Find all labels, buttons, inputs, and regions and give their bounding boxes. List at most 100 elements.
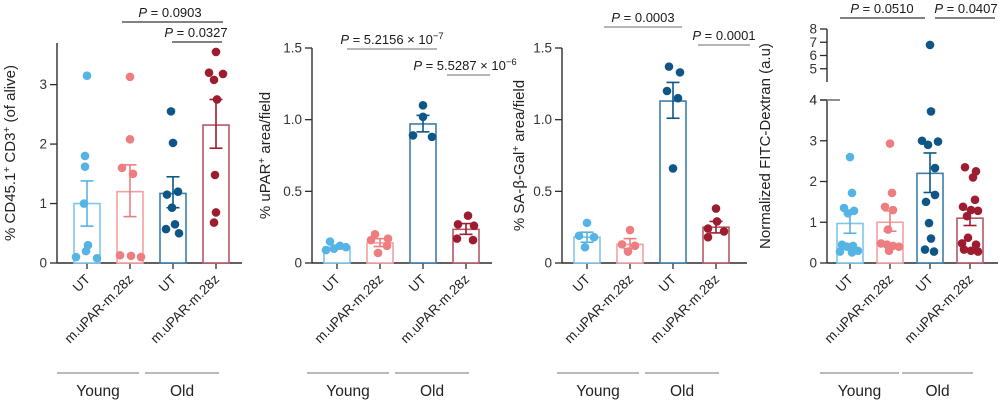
data-point [929,247,939,256]
y-tick-label: 4 [809,93,817,108]
y-tick-label: 1.5 [533,41,552,56]
data-point [126,251,136,261]
data-point [582,218,592,228]
y-axis-title: % uPAR+ area/field [257,92,274,219]
data-point [128,169,138,179]
data-point [212,95,222,104]
p-value-label: P = 0.0407 [934,1,997,16]
cohort-label: Old [925,383,949,400]
data-point [971,240,981,249]
data-point [958,202,968,212]
data-point [341,242,351,252]
data-point [468,235,478,245]
data-point [930,190,940,200]
data-point [325,237,335,246]
data-point [463,211,473,220]
data-point [79,199,89,208]
data-point [959,245,969,254]
data-point [885,139,895,148]
data-point [930,163,940,173]
data-point [668,164,678,173]
data-point [418,101,428,110]
y-tick-label: 0.5 [283,184,302,199]
data-point [933,137,943,146]
data-point [917,136,927,146]
y-tick-label: 7 [809,35,817,50]
p-value-label: P = 5.2156 × 10−7 [340,31,443,47]
y-tick-label: 1.0 [283,112,302,127]
panel-2: % uPAR+ area/field 0 0.5 1.0 1.5 P = 5.2156 ×… [257,31,517,400]
y-tick-label: 1 [39,196,47,211]
data-point [125,135,135,144]
data-point [453,220,463,229]
data-point [921,197,931,207]
p-value-label: P = 0.0510 [850,1,913,16]
data-point [966,205,976,215]
data-point [204,68,214,78]
data-point [80,162,90,171]
x-tick-label: UT [913,272,936,295]
y-tick-label: 0 [294,256,302,271]
data-point [617,240,627,249]
data-point [170,220,180,229]
x-tick-label: UT [570,272,593,295]
data-point [209,218,219,227]
data-point [383,234,393,243]
data-point [366,235,376,245]
data-point [469,221,479,231]
x-tick-label: m.uPAR-m.28z [901,271,976,346]
data-point [960,162,970,172]
panel-4: Normalized FITC-Dextran (a.u)0123445678P… [757,1,998,400]
data-point [845,152,855,162]
data-point [580,242,590,252]
y-tick-label: 1.5 [283,41,302,56]
data-point [173,187,183,196]
data-point [117,163,127,173]
data-point [167,203,177,213]
data-point [168,138,178,148]
y-tick-label: 3 [39,77,47,92]
data-point [115,250,125,260]
x-tick-label: UT [833,272,856,295]
data-point [589,232,599,242]
p-value-label: P = 0.0327 [164,25,227,40]
data-point [81,246,91,256]
data-point [162,190,172,199]
y-tick-label: 8 [809,22,817,37]
data-point [136,252,146,262]
data-point [662,86,672,96]
data-point [711,204,721,213]
y-tick-label: 1 [809,215,817,230]
y-tick-label: 0 [39,256,47,271]
data-point [894,242,904,251]
data-point [673,93,683,103]
data-point [880,202,890,212]
data-point [883,225,893,234]
x-tick-label: UT [406,272,429,295]
data-point [382,241,392,251]
data-point [926,234,936,243]
y-tick-label: 4 [809,93,817,108]
data-point [92,253,102,263]
data-point [973,247,983,256]
p-value-label: P = 0.0003 [611,10,674,25]
data-point [884,246,894,256]
data-point [966,246,976,256]
data-point [408,131,418,140]
data-point [174,228,184,238]
x-tick-label: UT [156,272,179,295]
data-point [843,208,853,218]
p-value-label: P = 0.0001 [692,28,755,43]
data-point [962,211,972,221]
y-tick-label: 5 [809,61,817,76]
y-axis-title: % CD45.1+ CD3+ (of alive) [2,65,19,241]
data-point [574,231,584,241]
data-point [925,40,935,50]
data-point [625,225,635,235]
data-point [329,244,339,253]
data-point [218,69,228,79]
data-point [847,248,857,257]
data-point [675,68,685,77]
data-point [630,241,640,251]
data-point [924,218,934,228]
